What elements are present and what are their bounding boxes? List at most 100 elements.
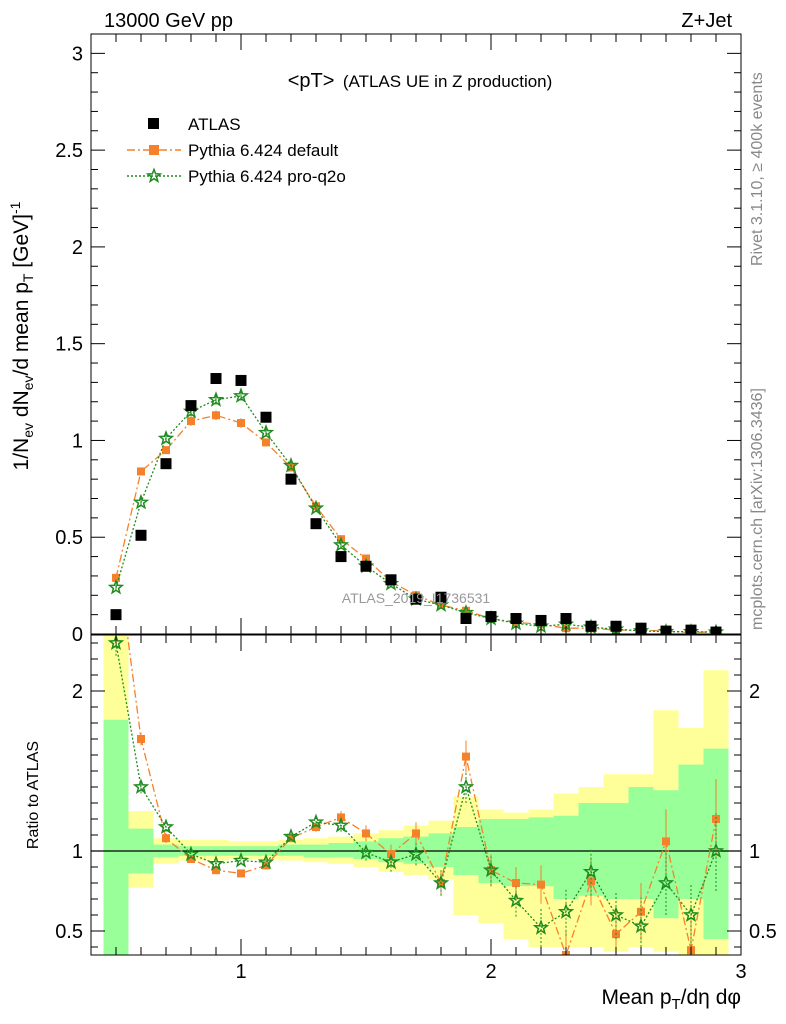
ratio-point-proq2o: [132, 778, 150, 795]
ratio-y-tick-label: 0.5: [55, 921, 83, 943]
point-proq2o: [282, 456, 300, 473]
ratio-point-proq2o: [257, 853, 275, 870]
ratio-point-proq2o: [682, 906, 700, 923]
point-data: [535, 614, 547, 626]
ratio-point-proq2o: [107, 635, 125, 651]
ratio-series-proq2o: [107, 635, 725, 955]
point-data: [310, 518, 322, 530]
point-data: [510, 613, 522, 625]
point-proq2o: [157, 429, 175, 446]
uncertainty-bands: [103, 635, 729, 955]
point-data: [160, 458, 172, 470]
ratio-point-default: [637, 907, 645, 916]
ratio-point-default: [587, 877, 595, 886]
point-proq2o: [207, 391, 225, 407]
x-tick-label: 2: [485, 961, 496, 983]
ratio-y-tick-label-right: 2: [749, 681, 760, 703]
point-proq2o: [107, 578, 125, 595]
legend-marker-default: [149, 145, 159, 155]
point-default: [137, 467, 145, 476]
point-data: [385, 574, 397, 586]
point-data: [360, 560, 372, 572]
top-panel: 0 0.5 1 1.5 2 2.5 3 <pT> (ATLAS UE in Z produc…: [55, 33, 742, 646]
point-data: [235, 374, 247, 386]
y-axis-title: 1/Nev dNev/d mean pT [GeV]-1: [7, 201, 36, 470]
top-y-tick-label: 3: [72, 43, 83, 65]
ratio-y-tick-label: 1: [72, 841, 83, 863]
header-right: Z+Jet: [681, 10, 732, 32]
ratio-point-proq2o: [657, 874, 675, 891]
band-inner: [328, 843, 354, 858]
top-y-tick-label: 2: [72, 237, 83, 259]
rivet-version: Rivet 3.1.10, ≥ 400k events: [749, 72, 766, 266]
ratio-point-default: [137, 735, 145, 743]
ratio-point-proq2o: [307, 813, 325, 830]
legend-marker-atlas: [148, 118, 159, 129]
top-y-tick-label: 0: [72, 624, 83, 646]
ratio-point-default: [537, 880, 545, 889]
ratio-point-proq2o: [157, 818, 175, 835]
ratio-point-proq2o: [507, 891, 525, 908]
top-y-tick-label: 1.5: [55, 334, 83, 356]
ratio-y-tick-label: 2: [72, 681, 83, 703]
point-default: [262, 438, 270, 447]
legend: ATLAS Pythia 6.424 default Pythia 6.424 …: [127, 115, 346, 186]
ratio-y-tick-label-right: 0.5: [749, 921, 777, 943]
point-data: [335, 551, 347, 563]
band-inner: [628, 787, 654, 899]
band-inner: [278, 844, 304, 856]
point-data: [260, 411, 272, 423]
legend-label-atlas: ATLAS: [188, 115, 241, 134]
header-left: 13000 GeV pp: [104, 10, 233, 32]
ratio-point-proq2o: [432, 874, 450, 891]
ratio-line-proq2o: [115, 642, 717, 929]
top-y-tick-label: 0.5: [55, 527, 83, 549]
legend-label-default: Pythia 6.424 default: [188, 141, 339, 160]
point-data: [210, 373, 222, 385]
point-default: [212, 411, 220, 420]
ratio-point-default: [162, 834, 170, 843]
point-data: [485, 611, 497, 623]
point-default: [112, 573, 120, 582]
point-proq2o: [257, 424, 275, 440]
ratio-point-proq2o: [457, 778, 475, 795]
point-proq2o: [332, 536, 350, 552]
ratio-point-default: [362, 829, 370, 838]
ratio-y-axis-title: Ratio to ATLAS: [25, 741, 42, 849]
point-data: [135, 529, 147, 541]
legend-marker-proq2o: [145, 167, 163, 184]
chart-title-main: <pT>: [288, 70, 335, 92]
point-data: [185, 400, 197, 412]
point-proq2o: [132, 493, 150, 510]
band-inner: [553, 815, 579, 899]
band-inner: [103, 719, 129, 955]
x-tick-label: 1: [235, 961, 246, 983]
ratio-point-proq2o: [182, 845, 200, 862]
ratio-point-proq2o: [407, 845, 425, 862]
ratio-point-proq2o: [282, 827, 300, 844]
chart-title-sub: (ATLAS UE in Z production): [343, 72, 552, 91]
ratio-point-proq2o: [707, 842, 725, 859]
ratio-point-default: [187, 855, 195, 863]
ratio-point-proq2o: [482, 861, 500, 878]
top-y-tick-label: 2.5: [55, 140, 83, 162]
ratio-panel: 0.5 0.5 1 1 2 2 1 2 3: [55, 634, 777, 983]
point-proq2o: [307, 499, 325, 516]
ratio-point-proq2o: [582, 863, 600, 879]
x-tick-label: 3: [735, 961, 746, 983]
point-default: [187, 417, 195, 426]
x-axis-title: Mean pT/dη dφ: [601, 986, 741, 1013]
point-default: [162, 446, 170, 455]
point-proq2o: [432, 596, 450, 612]
point-data: [560, 613, 572, 625]
ratio-point-default: [237, 869, 245, 878]
ratio-point-proq2o: [382, 853, 400, 870]
ratio-point-proq2o: [332, 816, 350, 833]
ratio-point-proq2o: [207, 855, 225, 871]
ratio-point-proq2o: [532, 919, 550, 935]
point-data: [460, 613, 472, 625]
point-data: [110, 609, 122, 621]
chart-title: <pT> (ATLAS UE in Z production): [288, 70, 553, 92]
ratio-point-default: [662, 837, 670, 846]
